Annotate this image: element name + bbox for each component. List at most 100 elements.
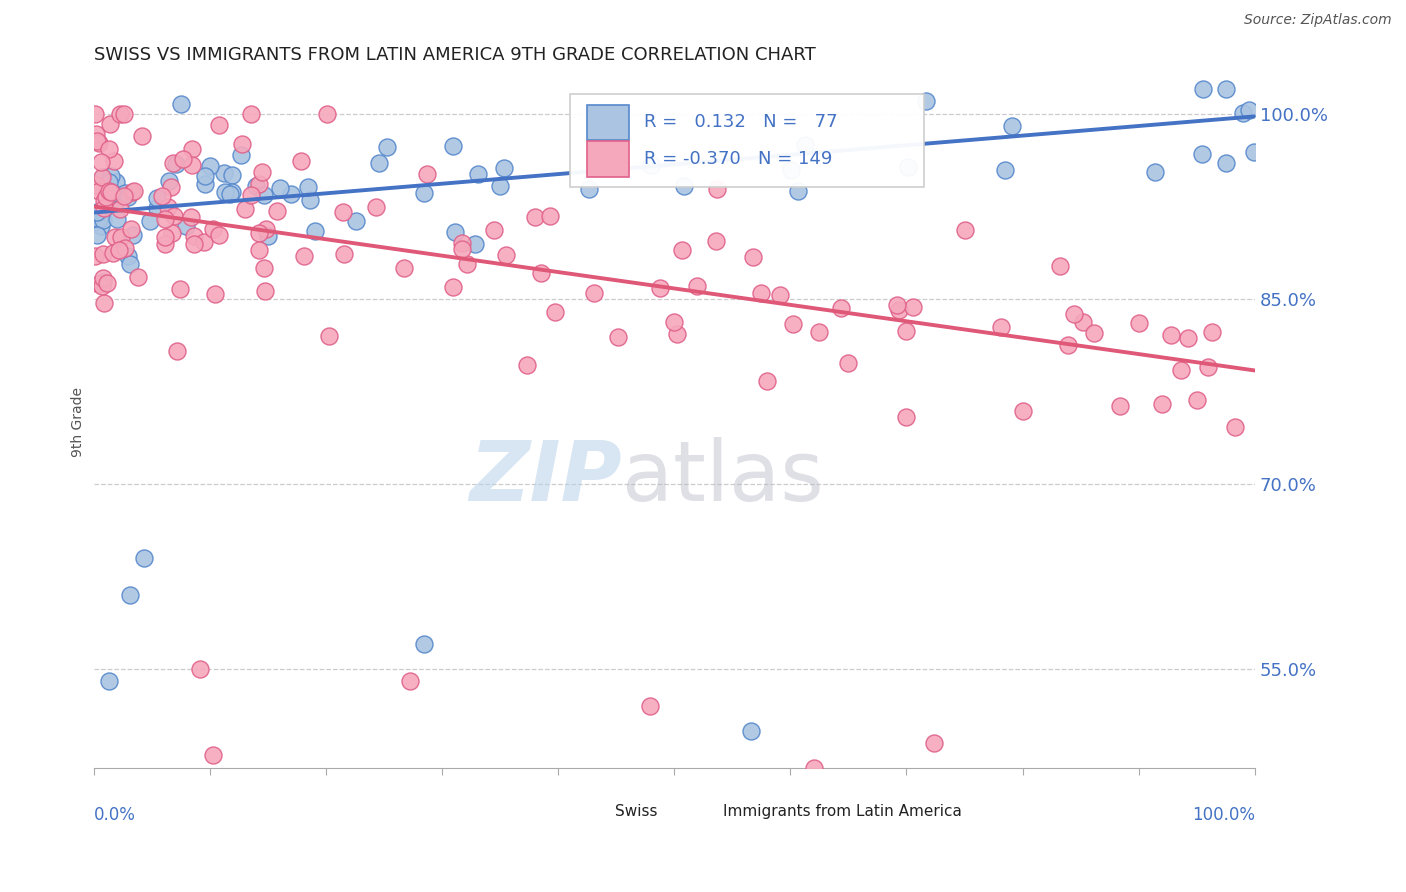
Point (245, 178, 267, 193)
Point (114, 241, 136, 255)
Point (105, 211, 128, 226)
Text: Source: ZipAtlas.com: Source: ZipAtlas.com (1244, 13, 1392, 28)
Point (84, 178, 107, 192)
Point (441, 280, 464, 294)
Point (392, 260, 415, 275)
FancyBboxPatch shape (574, 799, 603, 824)
Point (253, 284, 276, 298)
Point (1160, 327, 1182, 342)
Point (91, 275, 114, 289)
Point (492, 161, 515, 176)
Point (118, 588, 141, 602)
Point (122, 184, 145, 198)
Point (117, 190, 139, 204)
Point (290, 154, 312, 169)
Point (364, 200, 387, 214)
Point (93, 201, 115, 215)
Point (208, 118, 231, 132)
Point (120, 222, 142, 236)
Point (193, 235, 215, 249)
Point (1191, 82, 1213, 96)
Point (377, 140, 399, 154)
Y-axis label: 9th Grade: 9th Grade (72, 387, 86, 458)
Point (98, 184, 121, 198)
Point (524, 211, 547, 225)
Point (118, 256, 141, 270)
Text: Swiss: Swiss (614, 805, 658, 820)
Point (162, 156, 184, 170)
Point (1237, 103, 1260, 118)
Point (93, 296, 115, 310)
Point (204, 287, 226, 301)
Point (769, 287, 792, 301)
Point (1150, 397, 1173, 411)
Point (103, 154, 125, 169)
Point (166, 344, 188, 359)
Point (830, 301, 852, 316)
Point (93, 271, 115, 285)
Point (1223, 420, 1246, 434)
Point (1001, 119, 1024, 133)
Text: R = -0.370   N = 149: R = -0.370 N = 149 (644, 150, 832, 168)
Point (110, 230, 132, 244)
Point (298, 193, 321, 207)
Point (208, 228, 231, 243)
Point (219, 186, 242, 201)
Text: atlas: atlas (621, 437, 824, 518)
Point (897, 160, 920, 174)
Point (413, 637, 436, 651)
Point (153, 211, 176, 226)
Point (1057, 338, 1080, 352)
Point (1063, 307, 1085, 321)
Point (181, 142, 204, 156)
Point (413, 186, 436, 200)
Point (673, 179, 696, 194)
Point (793, 138, 815, 153)
Point (256, 229, 278, 244)
FancyBboxPatch shape (681, 799, 711, 824)
Point (233, 202, 256, 216)
Point (108, 202, 131, 216)
Point (304, 224, 326, 238)
Point (266, 203, 288, 218)
Point (1073, 315, 1095, 329)
Point (1177, 331, 1199, 345)
Point (89, 136, 111, 150)
Point (132, 551, 155, 566)
Text: 0.0%: 0.0% (94, 805, 135, 823)
Point (671, 243, 693, 257)
Point (894, 324, 917, 338)
Point (706, 181, 728, 195)
Point (91, 170, 114, 185)
Point (172, 152, 194, 166)
Point (538, 209, 561, 223)
Text: 100.0%: 100.0% (1192, 805, 1256, 823)
Point (201, 748, 224, 763)
Point (84, 215, 107, 229)
Point (105, 175, 128, 189)
Point (162, 226, 184, 240)
Point (333, 247, 356, 261)
Point (202, 222, 225, 236)
Point (1215, 156, 1237, 170)
Point (595, 133, 617, 147)
Point (650, 281, 672, 295)
Point (578, 182, 600, 196)
Point (221, 185, 243, 199)
Point (170, 97, 193, 112)
Point (183, 229, 205, 244)
Point (886, 298, 908, 312)
Point (159, 179, 181, 194)
Point (280, 186, 302, 201)
FancyBboxPatch shape (569, 95, 924, 187)
Point (1144, 164, 1167, 178)
Point (1201, 325, 1223, 339)
Point (194, 177, 217, 191)
FancyBboxPatch shape (588, 141, 628, 177)
Point (127, 269, 149, 284)
Point (254, 222, 277, 236)
Point (489, 179, 512, 194)
Point (86, 227, 108, 242)
Point (221, 169, 243, 183)
Point (837, 356, 859, 370)
